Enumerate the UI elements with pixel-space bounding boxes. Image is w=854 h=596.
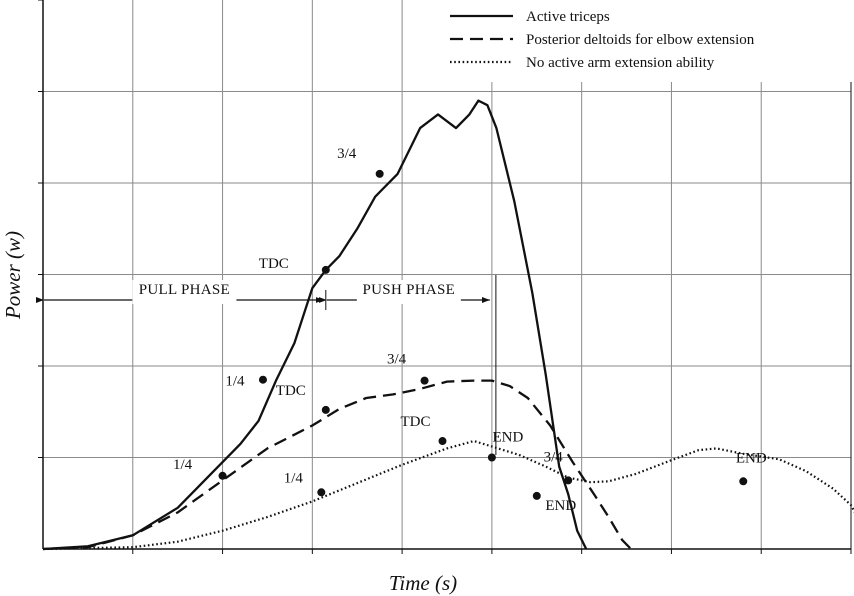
point-label: TDC [401, 414, 431, 430]
phase-label: PULL PHASE [139, 282, 230, 298]
phase-annotations: PULL PHASE PUSH PHASE [36, 275, 497, 455]
axes [38, 0, 852, 554]
point-label: TDC [276, 383, 306, 399]
point-label: END [736, 450, 767, 466]
point-marker [258, 375, 267, 384]
phase-label: PUSH PHASE [363, 282, 456, 298]
x-axis-title: Time (s) [389, 571, 457, 595]
point-marker [317, 488, 326, 497]
phase-label-bg [132, 280, 237, 304]
phase-label-bg [356, 280, 461, 304]
point-label: END [545, 498, 576, 514]
point-label: 1/4 [173, 457, 193, 473]
legend: Active triceps Posterior deltoids for elb… [445, 0, 852, 82]
point-marker [321, 265, 330, 274]
point-label: 1/4 [284, 470, 304, 486]
point-label: 3/4 [337, 146, 357, 162]
legend-box [445, 0, 852, 82]
point-marker [739, 477, 748, 486]
point-marker [321, 405, 330, 414]
point-label: 1/4 [225, 374, 245, 390]
point-label: END [492, 430, 523, 446]
point-marker [487, 453, 496, 462]
series-line-3 [42, 439, 854, 551]
legend-label-2: Posterior deltoids for elbow extension [526, 32, 755, 48]
point-marker [375, 169, 384, 178]
point-marker [532, 491, 541, 500]
grid-lines [43, 0, 851, 549]
point-marker [438, 437, 447, 446]
series-line-2 [42, 379, 632, 551]
series-lines [42, 99, 854, 551]
point-markers: 1/4 TDC 3/4 1/4 TDC 3/4 END 1/4 TDC END 3/4 END [173, 146, 767, 514]
series-line-1 [42, 99, 588, 551]
point-marker [218, 471, 227, 480]
point-label: 3/4 [387, 352, 407, 368]
legend-label-3: No active arm extension ability [526, 55, 715, 71]
point-label: 3/4 [544, 449, 564, 465]
point-label: TDC [259, 256, 289, 272]
point-marker [564, 476, 573, 485]
point-marker [420, 376, 429, 385]
y-axis-title: Power (w) [1, 231, 25, 320]
legend-label-1: Active triceps [526, 9, 610, 25]
